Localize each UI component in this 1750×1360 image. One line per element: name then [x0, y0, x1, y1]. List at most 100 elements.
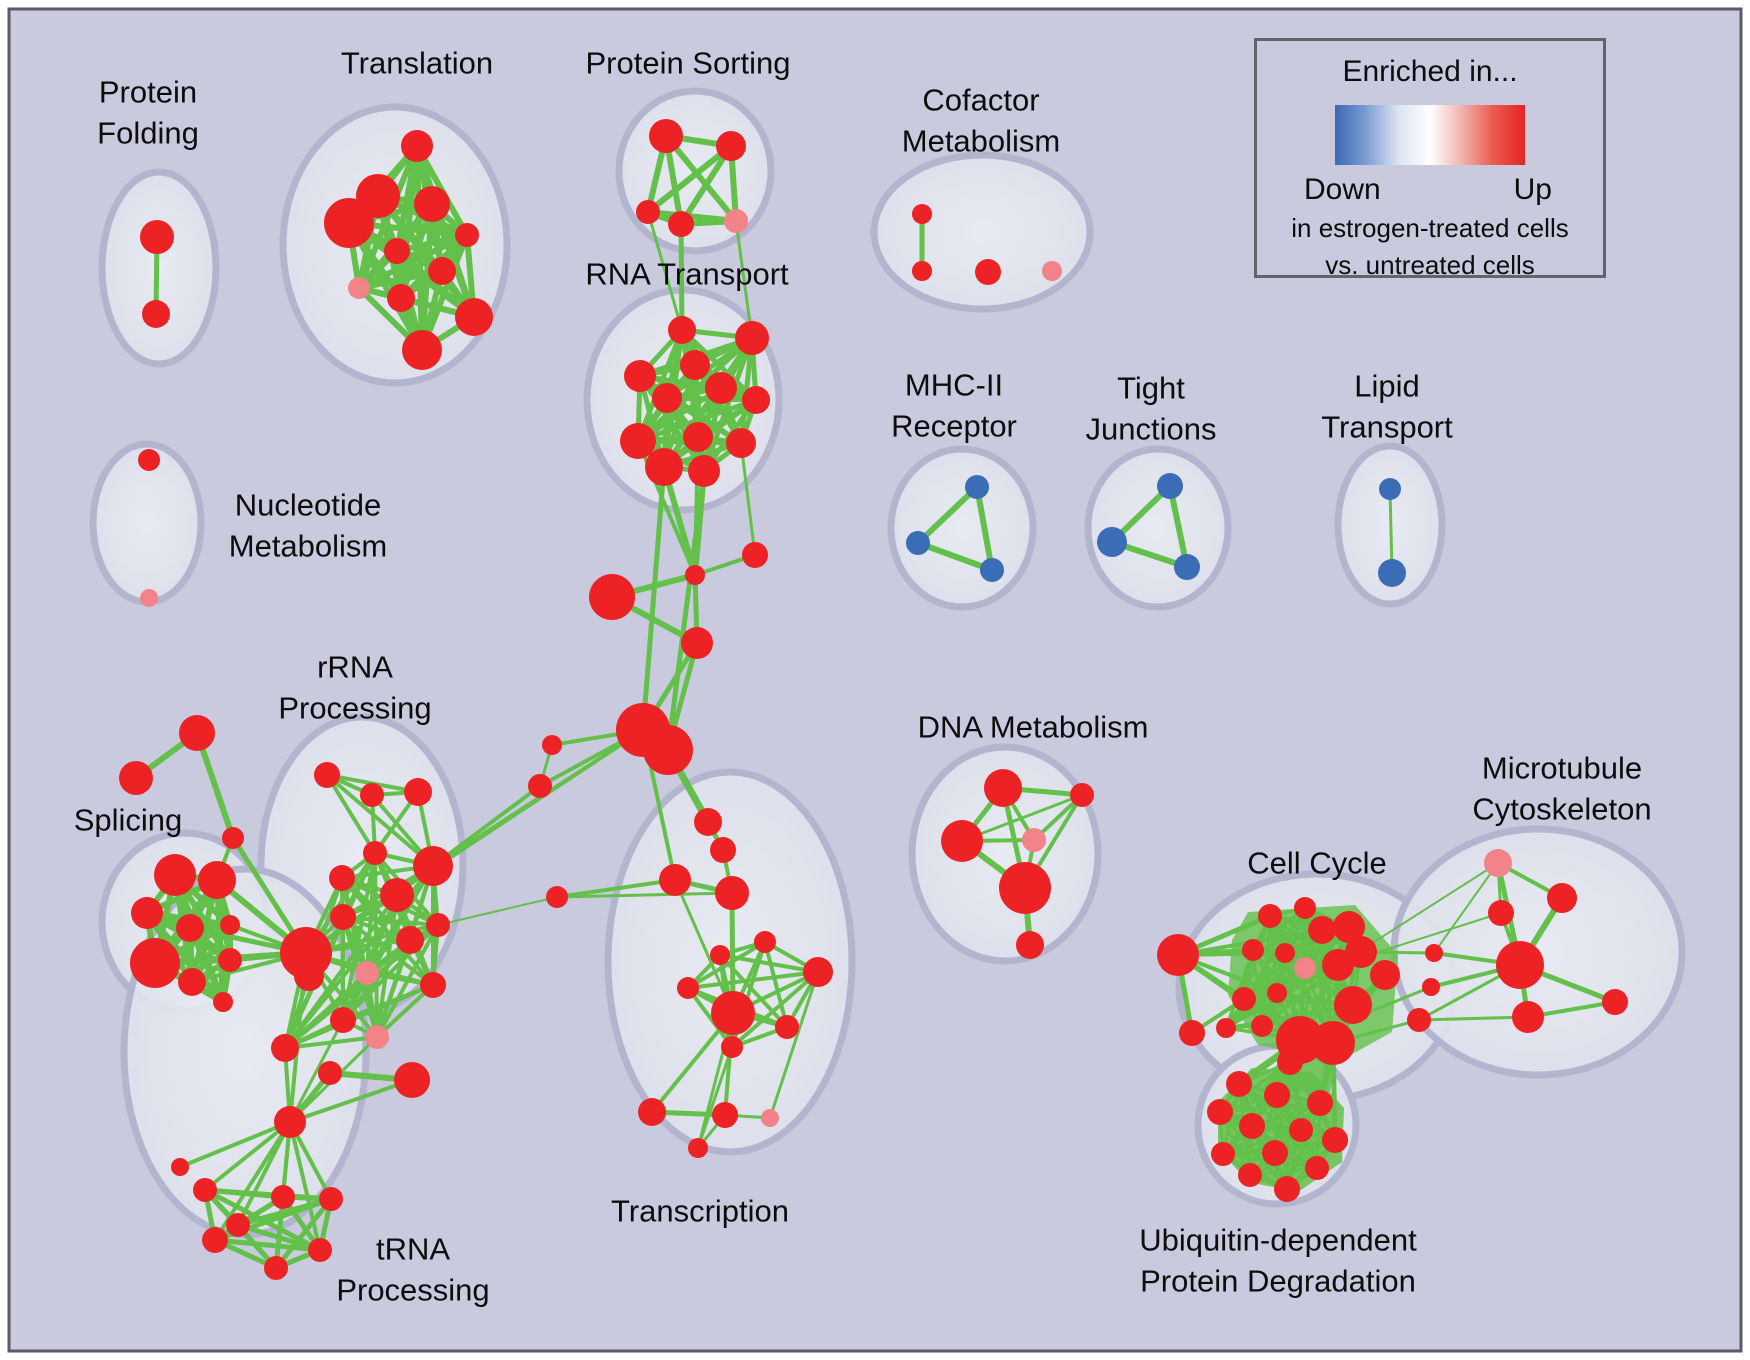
node-rr15[interactable] [365, 1025, 389, 1049]
node-cc18[interactable] [1216, 1018, 1236, 1038]
node-rr17[interactable] [394, 1062, 430, 1098]
node-cc14[interactable] [1334, 986, 1372, 1024]
node-ub10[interactable] [1262, 1140, 1288, 1166]
node-rr11[interactable] [355, 961, 379, 985]
node-rr1[interactable] [314, 762, 340, 788]
node-mc7[interactable] [1512, 1001, 1544, 1033]
node-ps3[interactable] [636, 200, 660, 224]
node-tr6[interactable] [384, 238, 410, 264]
node-pf2[interactable] [142, 300, 170, 328]
node-ub2[interactable] [1226, 1071, 1252, 1097]
node-cc9[interactable] [1294, 957, 1316, 979]
node-tf1[interactable] [274, 1106, 306, 1138]
node-hub2[interactable] [643, 725, 693, 775]
node-tr11[interactable] [402, 330, 442, 370]
node-tr10[interactable] [455, 298, 493, 336]
node-cc4[interactable] [1294, 897, 1316, 919]
node-dm1[interactable] [984, 769, 1022, 807]
node-rr18[interactable] [271, 1034, 299, 1062]
node-cc2[interactable] [1179, 1020, 1205, 1046]
node-cc8[interactable] [1275, 943, 1295, 963]
node-cc11[interactable] [1345, 936, 1377, 968]
node-rr13[interactable] [426, 913, 450, 937]
node-cc1[interactable] [1157, 934, 1199, 976]
node-rt12[interactable] [688, 455, 720, 487]
node-rt10[interactable] [726, 428, 756, 458]
node-tn6[interactable] [264, 1256, 288, 1280]
node-nm1[interactable] [138, 449, 160, 471]
node-rt3[interactable] [680, 350, 710, 380]
node-rr6[interactable] [380, 878, 414, 912]
node-cf1[interactable] [912, 204, 932, 224]
node-dm3[interactable] [941, 820, 983, 862]
node-rt11[interactable] [645, 448, 683, 486]
node-ps1[interactable] [649, 119, 683, 153]
node-nm2[interactable] [140, 589, 158, 607]
node-tx2[interactable] [710, 837, 736, 863]
node-rt1[interactable] [668, 316, 696, 344]
node-rt7[interactable] [742, 386, 770, 414]
node-mc5[interactable] [1425, 944, 1443, 962]
node-tx8[interactable] [677, 977, 699, 999]
node-ub6[interactable] [1239, 1113, 1265, 1139]
node-tn9[interactable] [202, 1227, 228, 1253]
node-dm5[interactable] [999, 862, 1051, 914]
node-cc17[interactable] [1251, 1015, 1273, 1037]
node-spI[interactable] [213, 992, 233, 1012]
node-dm2[interactable] [1070, 783, 1094, 807]
node-mc8[interactable] [1602, 989, 1628, 1015]
node-tx1[interactable] [694, 808, 722, 836]
node-rr4[interactable] [363, 841, 387, 865]
node-mc6[interactable] [1422, 978, 1440, 996]
node-ub1[interactable] [1277, 1049, 1303, 1075]
node-cc13[interactable] [1267, 983, 1287, 1003]
node-spF[interactable] [130, 938, 180, 988]
node-tn1[interactable] [318, 1061, 342, 1085]
node-ub12[interactable] [1238, 1163, 1262, 1187]
node-rt8[interactable] [620, 423, 656, 459]
node-st3[interactable] [222, 827, 244, 849]
node-rr8b[interactable] [294, 961, 324, 991]
node-cc6[interactable] [1333, 911, 1365, 943]
node-mc0[interactable] [1370, 960, 1400, 990]
node-tr7[interactable] [428, 257, 456, 285]
node-tr8[interactable] [348, 277, 370, 299]
node-rr9[interactable] [330, 904, 356, 930]
node-tx10[interactable] [775, 1015, 799, 1039]
node-tn4[interactable] [319, 1187, 343, 1211]
node-rr16[interactable] [330, 1007, 356, 1033]
node-rr2[interactable] [360, 783, 384, 807]
node-tn3[interactable] [271, 1185, 295, 1209]
node-mc2[interactable] [1547, 883, 1577, 913]
node-cf4[interactable] [1042, 261, 1062, 281]
node-mh3[interactable] [980, 558, 1004, 582]
node-tn8[interactable] [193, 1178, 217, 1202]
node-tn7[interactable] [226, 1213, 250, 1237]
node-rt6[interactable] [705, 372, 737, 404]
node-tr9[interactable] [387, 284, 415, 312]
node-mc3[interactable] [1488, 900, 1514, 926]
node-rr7[interactable] [413, 846, 453, 886]
node-mc4[interactable] [1496, 941, 1544, 989]
node-ub8[interactable] [1322, 1127, 1348, 1153]
node-cc3[interactable] [1258, 904, 1282, 928]
node-rr3[interactable] [404, 778, 432, 806]
node-tx4[interactable] [715, 876, 749, 910]
node-cc12[interactable] [1232, 987, 1256, 1011]
node-spG[interactable] [178, 968, 206, 996]
node-spC[interactable] [131, 897, 163, 929]
node-rt5[interactable] [652, 383, 682, 413]
node-tx14[interactable] [761, 1109, 779, 1127]
node-dm6[interactable] [1016, 931, 1044, 959]
node-rt2[interactable] [735, 321, 769, 355]
node-cc5[interactable] [1308, 916, 1336, 944]
node-tr3[interactable] [414, 186, 450, 222]
node-lt1[interactable] [1379, 478, 1401, 500]
node-ch6[interactable] [546, 886, 568, 908]
node-ub4[interactable] [1207, 1099, 1233, 1125]
node-spH[interactable] [218, 948, 242, 972]
node-spE[interactable] [220, 915, 240, 935]
node-dm4[interactable] [1022, 828, 1046, 852]
node-tx11[interactable] [721, 1036, 743, 1058]
node-tr4[interactable] [324, 198, 374, 248]
